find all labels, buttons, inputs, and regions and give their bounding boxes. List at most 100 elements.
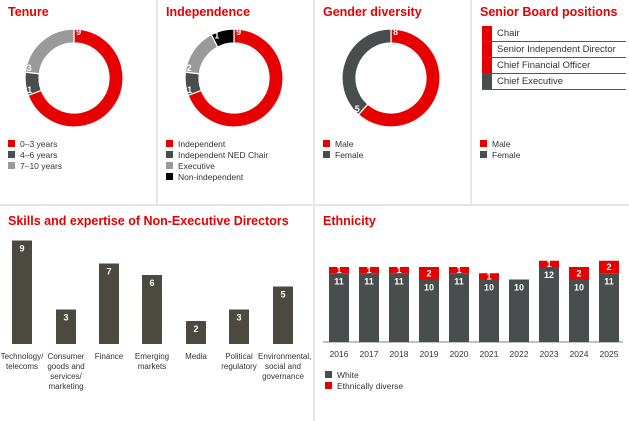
gender-legend-swatch — [323, 140, 330, 147]
tenure-legend-swatch — [8, 162, 15, 169]
gender-slice-label-female: 5 — [355, 104, 360, 114]
ethnicity-white-value: 10 — [424, 283, 434, 293]
ethnicity-bar-white-2024 — [569, 279, 589, 342]
skills-category-label: Finance — [94, 352, 124, 361]
tenure-legend-item-7-10-years: 7–10 years — [8, 160, 62, 171]
ethnicity-bar-white-2017 — [359, 273, 379, 342]
senior-role-gender-swatch — [482, 26, 492, 41]
ethnicity-bar-diverse-2018 — [389, 267, 409, 274]
independence-legend-item-independent-ned-chair: Independent NED Chair — [166, 149, 268, 160]
ethnicity-bar-white-2020 — [449, 273, 469, 342]
independence-legend-item-non-independent: Non-independent — [166, 171, 268, 182]
independence-panel: Independence 9 1 2 1 Independent Independent… — [158, 0, 313, 204]
ethnicity-white-value: 11 — [364, 276, 374, 286]
independence-slice-independent — [187, 28, 284, 128]
ethnicity-year-label: 2017 — [360, 349, 379, 359]
tenure-slice-label-4-6-years: 1 — [27, 85, 32, 95]
gender-slice-label-male: 8 — [393, 27, 398, 37]
tenure-legend-label: 4–6 years — [20, 149, 58, 160]
senior-legend-swatch — [480, 140, 487, 147]
ethnicity-bar-diverse-2025 — [599, 260, 619, 274]
ethnicity-diverse-value: 2 — [426, 268, 431, 278]
independence-legend-label: Independent — [178, 138, 226, 149]
independence-legend-swatch — [166, 140, 173, 147]
ethnicity-year-label: 2025 — [600, 349, 619, 359]
tenure-slice-label-0-3-years: 9 — [76, 27, 81, 37]
skills-bar-environmental-social-and-governance — [273, 286, 293, 344]
senior-legend-swatch — [480, 151, 487, 158]
ethnicity-legend-label: Ethnically diverse — [337, 380, 404, 391]
independence-legend: Independent Independent NED Chair Executiv… — [166, 138, 268, 182]
ethnicity-bar-white-2022 — [509, 279, 529, 342]
ethnicity-year-label: 2016 — [330, 349, 349, 359]
independence-legend-swatch — [166, 151, 173, 158]
tenure-slice-label-7-10-years: 3 — [27, 63, 32, 73]
independence-slice-non-independent — [210, 28, 235, 48]
ethnicity-bar-diverse-2021 — [479, 273, 499, 280]
skills-bar-political-regulatory — [229, 309, 249, 344]
ethnicity-white-value: 12 — [544, 270, 554, 280]
senior-legend-item-female: Female — [480, 149, 520, 160]
gender-legend-label: Male — [335, 138, 354, 149]
ethnicity-bar-white-2021 — [479, 279, 499, 342]
skills-value-label: 9 — [19, 244, 24, 254]
ethnicity-bar-diverse-2020 — [449, 267, 469, 274]
ethnicity-diverse-value: 1 — [396, 265, 401, 275]
skills-value-label: 5 — [280, 290, 285, 300]
ethnicity-year-label: 2020 — [450, 349, 469, 359]
senior-role-gender-swatch — [482, 58, 492, 73]
skills-bar-technology-telecoms — [12, 240, 32, 344]
ethnicity-white-value: 10 — [514, 283, 524, 293]
senior-role-gender-swatch — [482, 74, 492, 89]
independence-slice-label-independent: 9 — [236, 27, 241, 37]
tenure-donut: 9 1 3 — [24, 27, 124, 128]
ethnicity-legend-item-white: White — [325, 369, 403, 380]
senior-role-label: Chair — [497, 28, 520, 39]
senior-roles-list: Chair Senior Independent Director Chief Fi… — [482, 26, 626, 90]
ethnicity-title: Ethnicity — [323, 214, 376, 228]
independence-legend-swatch — [166, 173, 173, 180]
independence-slice-label-independent-ned-chair: 1 — [187, 85, 192, 95]
ethnicity-legend: White Ethnically diverse — [325, 369, 403, 391]
ethnicity-panel: Ethnicity 11 1 2016 11 1 2017 11 1 2018 10 2 2019 11… — [315, 206, 629, 421]
skills-bar-finance — [99, 263, 119, 344]
ethnicity-legend-label: White — [337, 369, 359, 380]
gender-legend-item-female: Female — [323, 149, 363, 160]
skills-bar-emerging-markets — [142, 275, 162, 344]
gender-legend-item-male: Male — [323, 138, 363, 149]
independence-legend-label: Executive — [178, 160, 215, 171]
ethnicity-year-label: 2021 — [480, 349, 499, 359]
ethnicity-legend-swatch — [325, 371, 332, 378]
tenure-legend: 0–3 years 4–6 years 7–10 years — [8, 138, 62, 171]
ethnicity-year-label: 2024 — [570, 349, 589, 359]
ethnicity-diverse-value: 1 — [366, 265, 371, 275]
ethnicity-white-value: 10 — [574, 283, 584, 293]
ethnicity-white-value: 11 — [454, 276, 464, 286]
skills-category-label: Emerging markets — [134, 352, 170, 371]
skills-bar-media — [186, 321, 206, 344]
independence-legend-swatch — [166, 162, 173, 169]
tenure-legend-swatch — [8, 140, 15, 147]
tenure-title: Tenure — [8, 5, 49, 19]
skills-value-label: 6 — [149, 278, 154, 288]
gender-slice-female — [341, 28, 392, 116]
skills-title: Skills and expertise of Non-Executive Di… — [8, 214, 289, 228]
tenure-legend-item-4-6-years: 4–6 years — [8, 149, 62, 160]
skills-value-label: 7 — [106, 267, 111, 277]
senior-role-chief-financial-officer: Chief Financial Officer — [482, 58, 626, 74]
ethnicity-year-label: 2019 — [420, 349, 439, 359]
ethnicity-bar-white-2016 — [329, 273, 349, 342]
ethnicity-bar-diverse-2023 — [539, 260, 559, 267]
ethnicity-bar-diverse-2017 — [359, 267, 379, 274]
independence-slice-label-non-independent: 1 — [214, 30, 219, 40]
ethnicity-bar-white-2023 — [539, 267, 559, 342]
skills-bar-chart: 9 3 7 6 2 3 5 — [12, 240, 293, 344]
independence-donut: 9 1 2 1 — [184, 27, 284, 128]
ethnicity-bar-diverse-2016 — [329, 267, 349, 274]
senior-legend: Male Female — [480, 138, 520, 160]
senior-role-label: Chief Executive — [497, 76, 564, 87]
ethnicity-diverse-value: 1 — [336, 265, 341, 275]
ethnicity-year-label: 2018 — [390, 349, 409, 359]
skills-bar-consumer-goods-and-services-marketing — [56, 309, 76, 344]
